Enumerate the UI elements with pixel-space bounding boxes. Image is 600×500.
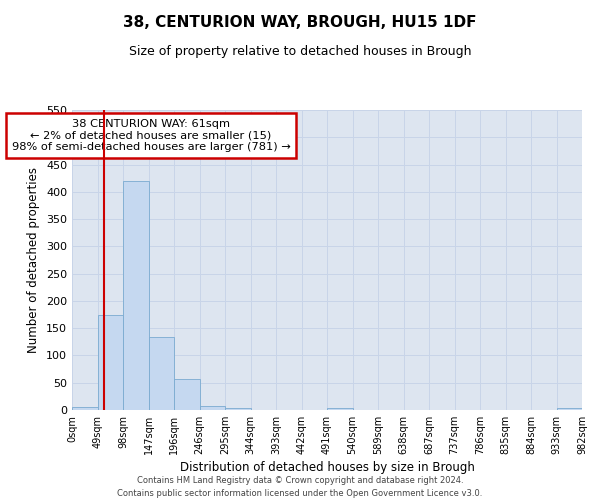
Text: Contains HM Land Registry data © Crown copyright and database right 2024.: Contains HM Land Registry data © Crown c… — [137, 476, 463, 485]
Bar — [199, 406, 225, 410]
Bar — [225, 408, 251, 410]
X-axis label: Distribution of detached houses by size in Brough: Distribution of detached houses by size … — [179, 461, 475, 474]
Text: 38 CENTURION WAY: 61sqm
← 2% of detached houses are smaller (15)
98% of semi-det: 38 CENTURION WAY: 61sqm ← 2% of detached… — [11, 119, 290, 152]
Text: Size of property relative to detached houses in Brough: Size of property relative to detached ho… — [129, 45, 471, 58]
Bar — [72, 408, 97, 410]
Bar — [149, 338, 174, 410]
Bar — [557, 408, 582, 410]
Bar — [97, 314, 123, 410]
Text: Contains public sector information licensed under the Open Government Licence v3: Contains public sector information licen… — [118, 488, 482, 498]
Y-axis label: Number of detached properties: Number of detached properties — [28, 167, 40, 353]
Bar — [174, 379, 199, 410]
Bar — [327, 408, 353, 410]
Text: 38, CENTURION WAY, BROUGH, HU15 1DF: 38, CENTURION WAY, BROUGH, HU15 1DF — [123, 15, 477, 30]
Bar — [123, 181, 149, 410]
